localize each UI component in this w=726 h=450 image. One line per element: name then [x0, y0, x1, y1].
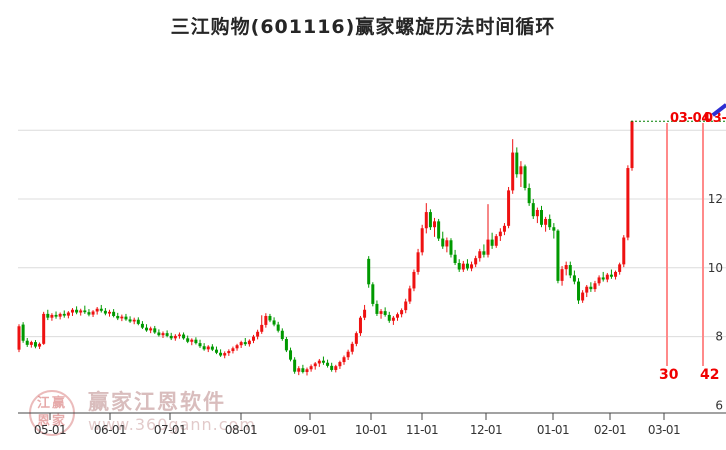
y-tick-label: 12 [708, 192, 723, 206]
x-tick-label: 05-01 [34, 423, 66, 437]
x-tick-label: 11-01 [406, 423, 438, 437]
y-tick-label: 8 [715, 330, 723, 344]
x-tick-label: 08-01 [225, 423, 257, 437]
y-tick-label: 10 [708, 261, 723, 275]
x-tick-label: 12-01 [470, 423, 502, 437]
cycle-date-label-2: 03-1 [704, 111, 726, 126]
x-tick-label: 07-01 [154, 423, 186, 437]
grid-lines [18, 129, 726, 338]
chart-title: 三江购物(601116)赢家螺旋历法时间循环 [170, 16, 556, 38]
candles [17, 120, 634, 376]
y-axis-labels: 12 10 8 6 [708, 192, 723, 412]
x-tick-label: 03-01 [648, 423, 680, 437]
x-axis: 05-01 06-01 07-01 08-01 09-01 10-01 11-01 12-01… [18, 412, 726, 437]
cycle-count-label-1: 30 [659, 367, 679, 383]
cycle-date-label-1: 03-04 [670, 111, 711, 126]
x-tick-label: 02-01 [594, 423, 626, 437]
cycle-count-label-2: 42 [700, 367, 720, 383]
x-tick-label: 10-01 [355, 423, 387, 437]
cycle-vertical-lines [666, 123, 704, 366]
x-tick-label: 01-01 [537, 423, 569, 437]
y-tick-label: 6 [715, 398, 723, 412]
x-tick-label: 06-01 [94, 423, 126, 437]
x-tick-label: 09-01 [294, 423, 326, 437]
